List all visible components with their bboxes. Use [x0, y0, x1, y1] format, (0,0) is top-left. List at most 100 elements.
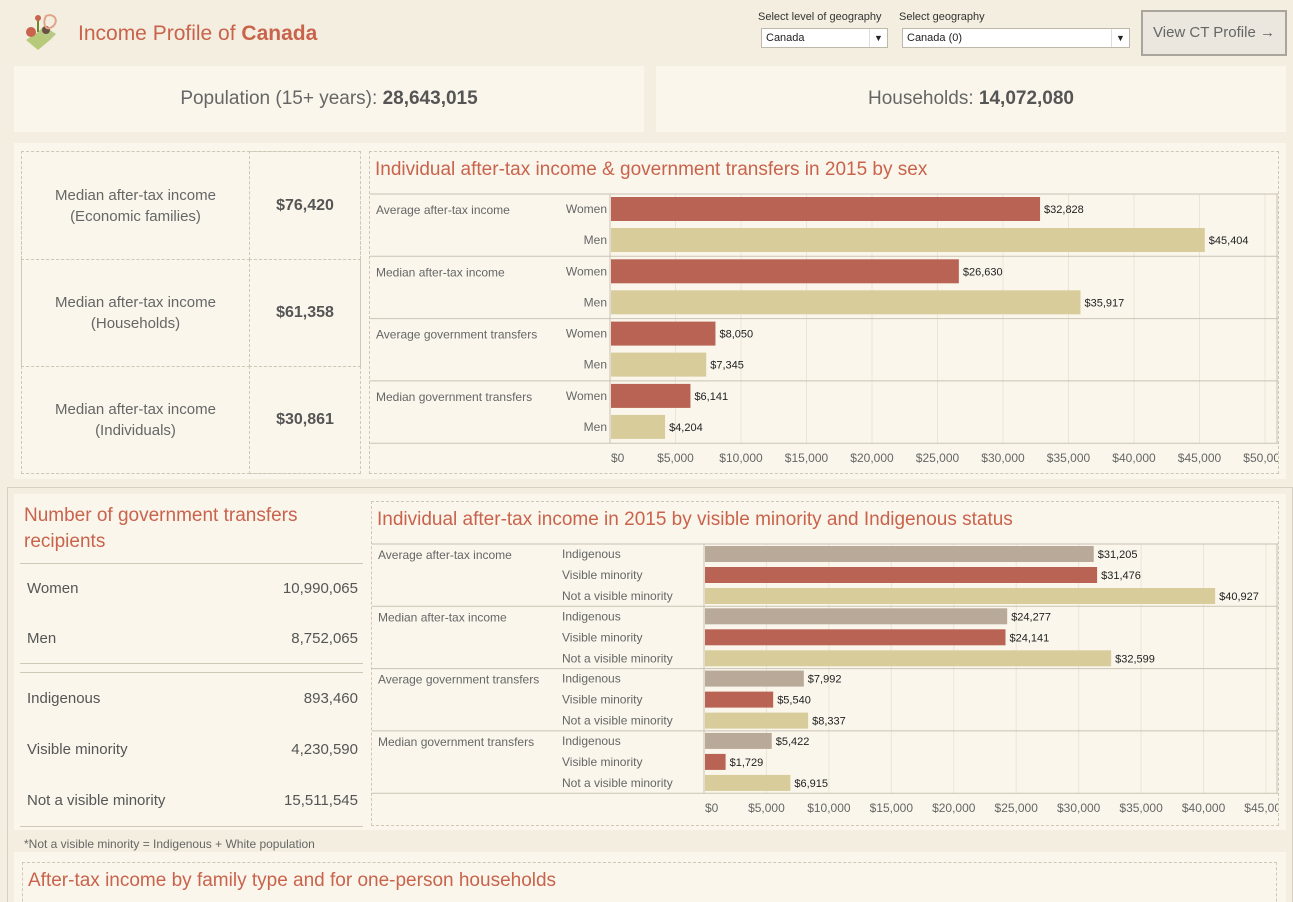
bar: [705, 753, 726, 770]
geo-select[interactable]: Canada (0) ▼: [902, 28, 1130, 48]
category-label: Not a visible minority: [562, 589, 673, 603]
chart-minority: Average after-tax income Indigenous $31,20…: [372, 543, 1278, 815]
tick-label: $10,000: [807, 801, 851, 815]
group-label: Median after-tax income: [378, 610, 507, 624]
data-label: $24,141: [1009, 632, 1049, 644]
group-label: Average after-tax income: [378, 548, 512, 562]
bar: [611, 414, 666, 439]
bar: [705, 629, 1006, 646]
chevron-down-icon: ▼: [1111, 29, 1129, 47]
population-value: 28,643,015: [382, 88, 478, 109]
category-label: Indigenous: [562, 672, 621, 686]
population-card: Population (15+ years): 28,643,015: [14, 66, 644, 132]
category-label: Visible minority: [562, 630, 642, 644]
category-label: Women: [566, 327, 607, 341]
bar: [705, 712, 809, 729]
tick-label: $30,000: [981, 451, 1025, 465]
data-label: $45,404: [1209, 235, 1249, 247]
app-logo-icon: [26, 14, 57, 50]
view-ct-profile-button[interactable]: View CT Profile →: [1141, 10, 1287, 56]
tick-label: $25,000: [995, 801, 1039, 815]
tick-label: $30,000: [1057, 801, 1101, 815]
category-label: Women: [566, 202, 607, 216]
median-table: Median after-tax income (Economic familie…: [21, 151, 361, 474]
family-panel: [22, 862, 1277, 902]
households-label: Households:: [868, 88, 979, 109]
tick-label: $50,000: [1243, 451, 1278, 465]
bar: [705, 546, 1094, 562]
group-label: Average government transfers: [376, 328, 537, 342]
tick-label: $0: [705, 801, 719, 815]
recipients-row: Men 8,752,065: [27, 630, 358, 647]
median-label-households: Median after-tax income (Households): [21, 259, 250, 367]
tick-label: $15,000: [785, 451, 829, 465]
data-label: $8,337: [812, 716, 846, 728]
median-value-households: $61,358: [249, 259, 361, 367]
category-label: Men: [584, 233, 607, 247]
divider: [20, 826, 363, 827]
bar: [611, 321, 716, 346]
tick-label: $45,000: [1178, 451, 1222, 465]
page-title: Income Profile of Canada: [78, 22, 318, 45]
median-value-economic: $76,420: [249, 151, 361, 260]
category-label: Visible minority: [562, 693, 642, 707]
bar: [611, 197, 1041, 221]
bar: [611, 228, 1205, 252]
data-label: $26,630: [963, 266, 1003, 278]
geo-level-select[interactable]: Canada ▼: [761, 28, 888, 48]
data-label: $5,422: [776, 736, 810, 748]
group-label: Median government transfers: [376, 390, 532, 404]
chart-minority-panel: [371, 501, 1279, 826]
family-section-title: After-tax income by family type and for …: [28, 870, 557, 891]
tick-label: $40,000: [1182, 801, 1226, 815]
data-label: $7,345: [710, 360, 744, 372]
tick-label: $20,000: [850, 451, 894, 465]
data-label: $7,992: [808, 674, 842, 686]
geo-label: Select geography: [899, 11, 985, 23]
tick-label: $20,000: [932, 801, 976, 815]
households-value: 14,072,080: [978, 88, 1074, 109]
divider: [20, 672, 363, 673]
data-label: $6,141: [694, 391, 728, 403]
group-label: Average government transfers: [378, 673, 539, 687]
category-label: Indigenous: [562, 609, 621, 623]
geo-level-label: Select level of geography: [758, 11, 882, 23]
data-label: $6,915: [794, 778, 828, 790]
data-label: $31,476: [1101, 570, 1141, 582]
households-card: Households: 14,072,080: [656, 66, 1286, 132]
geo-level-value: Canada: [766, 32, 805, 44]
chart-sex-title: Individual after-tax income & government…: [375, 159, 928, 180]
category-label: Not a visible minority: [562, 776, 673, 790]
divider: [20, 663, 363, 664]
population-label: Population (15+ years):: [180, 88, 383, 109]
tick-label: $35,000: [1047, 451, 1091, 465]
data-label: $8,050: [719, 329, 753, 341]
divider: [20, 563, 363, 564]
data-label: $32,828: [1044, 204, 1084, 216]
median-value-individuals: $30,861: [249, 366, 361, 474]
category-label: Indigenous: [562, 547, 621, 561]
bar: [705, 670, 804, 687]
family-section: [14, 852, 1286, 902]
geo-value: Canada (0): [907, 32, 963, 44]
recipients-row: Visible minority 4,230,590: [27, 741, 358, 758]
category-label: Not a visible minority: [562, 651, 673, 665]
data-label: $32,599: [1115, 653, 1155, 665]
recipients-row: Indigenous 893,460: [27, 690, 358, 707]
bar: [705, 608, 1008, 625]
group-label: Median government transfers: [378, 735, 534, 749]
category-label: Men: [584, 358, 607, 372]
category-label: Women: [566, 264, 607, 278]
group-label: Median after-tax income: [376, 265, 505, 279]
tick-label: $45,000: [1244, 801, 1278, 815]
data-label: $4,204: [669, 422, 703, 434]
bar: [611, 290, 1081, 315]
chart-sex: Average after-tax income Women $32,828 Men $…: [370, 193, 1278, 465]
recipients-row: Not a visible minority 15,511,545: [27, 792, 358, 809]
bar: [611, 259, 959, 284]
recipients-title: Number of government transfers recipient…: [24, 505, 298, 552]
chart-minority-title: Individual after-tax income in 2015 by v…: [377, 509, 1013, 530]
data-label: $5,540: [777, 695, 811, 707]
category-label: Visible minority: [562, 568, 642, 582]
bar: [705, 650, 1112, 667]
